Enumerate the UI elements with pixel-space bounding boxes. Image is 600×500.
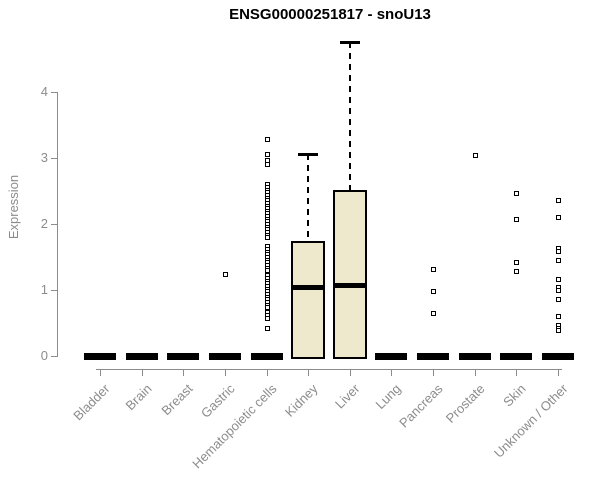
y-axis-tick-label: 4 [40, 84, 48, 99]
collapsed-box [84, 353, 116, 360]
collapsed-box [458, 353, 491, 360]
box-iqr [291, 241, 326, 359]
collapsed-box [417, 353, 450, 360]
x-axis-tick [142, 369, 143, 376]
x-axis-tick [433, 369, 434, 376]
x-axis-tick [350, 369, 351, 376]
outlier-point [431, 266, 437, 272]
outlier-point [264, 152, 270, 158]
outlier-point [264, 305, 270, 311]
collapsed-box [125, 353, 158, 360]
outlier-point [555, 296, 561, 302]
y-axis-tick-label: 1 [40, 282, 48, 297]
y-axis-tick [51, 290, 57, 291]
y-axis-tick [51, 224, 57, 225]
upper-whisker [348, 41, 351, 190]
outlier-point [555, 277, 561, 283]
median-line [293, 284, 324, 290]
outlier-point [264, 161, 270, 167]
y-axis-tick [51, 356, 57, 357]
collapsed-box [167, 353, 200, 360]
y-axis-line [57, 92, 58, 357]
collapsed-box [500, 353, 533, 360]
y-axis-tick [51, 158, 57, 159]
whisker-cap [339, 40, 360, 44]
outlier-point [514, 217, 520, 223]
y-axis-tick-label: 2 [40, 216, 48, 231]
x-axis-tick [475, 369, 476, 376]
outlier-point [555, 249, 561, 255]
collapsed-box [375, 353, 408, 360]
whisker-cap [298, 153, 319, 157]
outlier-point [264, 268, 270, 274]
x-axis-tick [516, 369, 517, 376]
collapsed-box [208, 353, 241, 360]
outlier-point [514, 259, 520, 265]
chart-title: ENSG00000251817 - snoU13 [229, 6, 431, 23]
outlier-point [264, 235, 270, 241]
x-axis-tick [391, 369, 392, 376]
x-axis-line [96, 369, 562, 370]
outlier-point [222, 272, 228, 278]
outlier-point [264, 136, 270, 142]
x-axis-tick [100, 369, 101, 376]
collapsed-box [541, 353, 574, 360]
y-axis-tick-label: 3 [40, 150, 48, 165]
x-axis-tick [267, 369, 268, 376]
outlier-point [472, 153, 478, 159]
outlier-point [555, 258, 561, 264]
outlier-point [555, 288, 561, 293]
outlier-point [431, 311, 437, 317]
x-axis-tick [225, 369, 226, 376]
outlier-point [264, 326, 270, 332]
y-axis-title: Expression [6, 174, 21, 240]
outlier-point [555, 313, 561, 319]
x-axis-tick [308, 369, 309, 376]
outlier-point [431, 288, 437, 294]
x-axis-tick [558, 369, 559, 376]
box-iqr [332, 189, 367, 359]
outlier-point [555, 328, 561, 334]
outlier-point [555, 214, 561, 220]
outlier-point [514, 268, 520, 274]
y-axis-tick-label: 0 [40, 348, 48, 363]
upper-whisker [307, 154, 310, 242]
collapsed-box [250, 353, 283, 360]
median-line [334, 282, 365, 288]
outlier-point [555, 198, 561, 204]
outlier-point [514, 190, 520, 196]
outlier-point [264, 315, 270, 321]
x-axis-tick [183, 369, 184, 376]
y-axis-tick [51, 92, 57, 93]
